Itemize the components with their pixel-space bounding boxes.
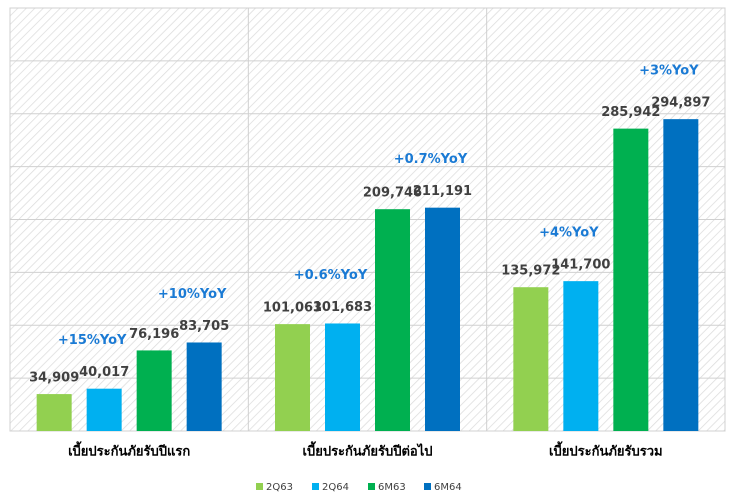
bar: [425, 207, 460, 431]
legend-label: 2Q64: [322, 482, 349, 493]
bar: [136, 350, 172, 431]
data-label: 294,897: [651, 96, 710, 111]
data-label: 83,705: [179, 319, 229, 334]
yoy-annotation: +10%YoY: [158, 287, 227, 302]
data-label: 209,746: [363, 186, 422, 201]
legend-swatch: [312, 483, 319, 490]
data-label: 101,683: [313, 300, 372, 315]
yoy-annotation: +3%YoY: [639, 64, 699, 79]
x-tick-label: เบี้ยประกันภัยรับปีต่อไป: [303, 441, 433, 460]
x-tick-label: เบี้ยประกันภัยรับปีแรก: [68, 441, 190, 460]
x-tick-label: เบี้ยประกันภัยรับรวม: [549, 441, 663, 460]
legend-swatch: [424, 483, 431, 490]
data-label: 101,063: [263, 301, 322, 316]
bar: [36, 394, 72, 431]
data-label: 211,191: [413, 184, 472, 199]
bar: [375, 209, 410, 431]
bar: [563, 281, 599, 431]
legend-swatch: [368, 483, 375, 490]
bar: [86, 388, 122, 431]
bar: [275, 324, 310, 431]
bar: [613, 128, 649, 431]
yoy-annotation: +4%YoY: [539, 226, 599, 241]
yoy-annotation: +15%YoY: [58, 333, 127, 348]
data-label: 141,700: [551, 258, 610, 273]
data-label: 135,972: [501, 264, 560, 279]
data-label: 285,942: [601, 105, 660, 120]
legend-swatch: [256, 483, 263, 490]
bar: [186, 342, 222, 431]
data-label: 76,196: [129, 327, 179, 342]
legend-label: 6M63: [378, 482, 406, 493]
legend-label: 6M64: [434, 482, 462, 493]
bar: [663, 119, 699, 431]
data-label: 40,017: [79, 365, 129, 380]
legend-label: 2Q63: [266, 482, 293, 493]
data-label: 34,909: [29, 371, 79, 386]
bar: [513, 287, 549, 431]
yoy-annotation: +0.7%YoY: [394, 152, 468, 167]
yoy-annotation: +0.6%YoY: [294, 268, 368, 283]
bar: [325, 323, 360, 431]
